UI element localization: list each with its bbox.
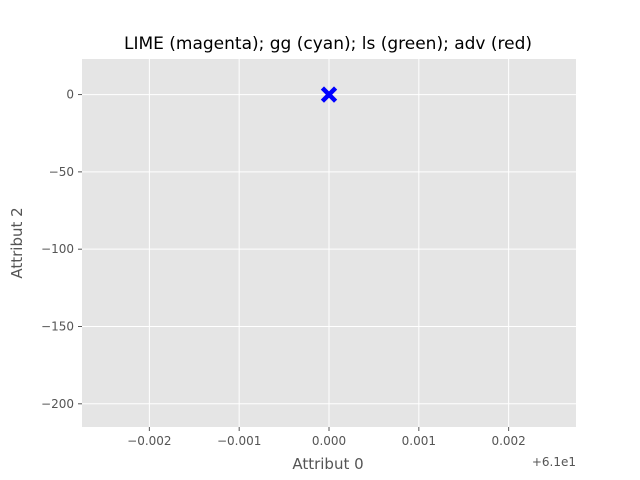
y-tick-label: −100 [41,242,74,256]
x-tick-label: 0.001 [402,434,436,448]
y-tick-label: −150 [41,319,74,333]
y-tick-label: −50 [49,165,74,179]
x-offset-label: +6.1e1 [532,455,576,469]
x-tick-label: 0.000 [312,434,346,448]
data-points [320,86,338,103]
y-tick-label: 0 [66,88,74,102]
x-tick-label: −0.002 [127,434,171,448]
y-tick-label: −200 [41,397,74,411]
x-axis-label: Attribut 0 [292,455,363,473]
tick-labels: −0.002 −0.001 0.000 0.001 0.002 0 −50 −100 −150 −… [41,88,526,448]
data-point [320,86,338,103]
chart-title: LIME (magenta); gg (cyan); ls (green); a… [124,34,532,54]
y-axis-label: Attribut 2 [8,207,26,278]
x-tick-label: −0.001 [217,434,261,448]
x-tick-label: 0.002 [491,434,525,448]
